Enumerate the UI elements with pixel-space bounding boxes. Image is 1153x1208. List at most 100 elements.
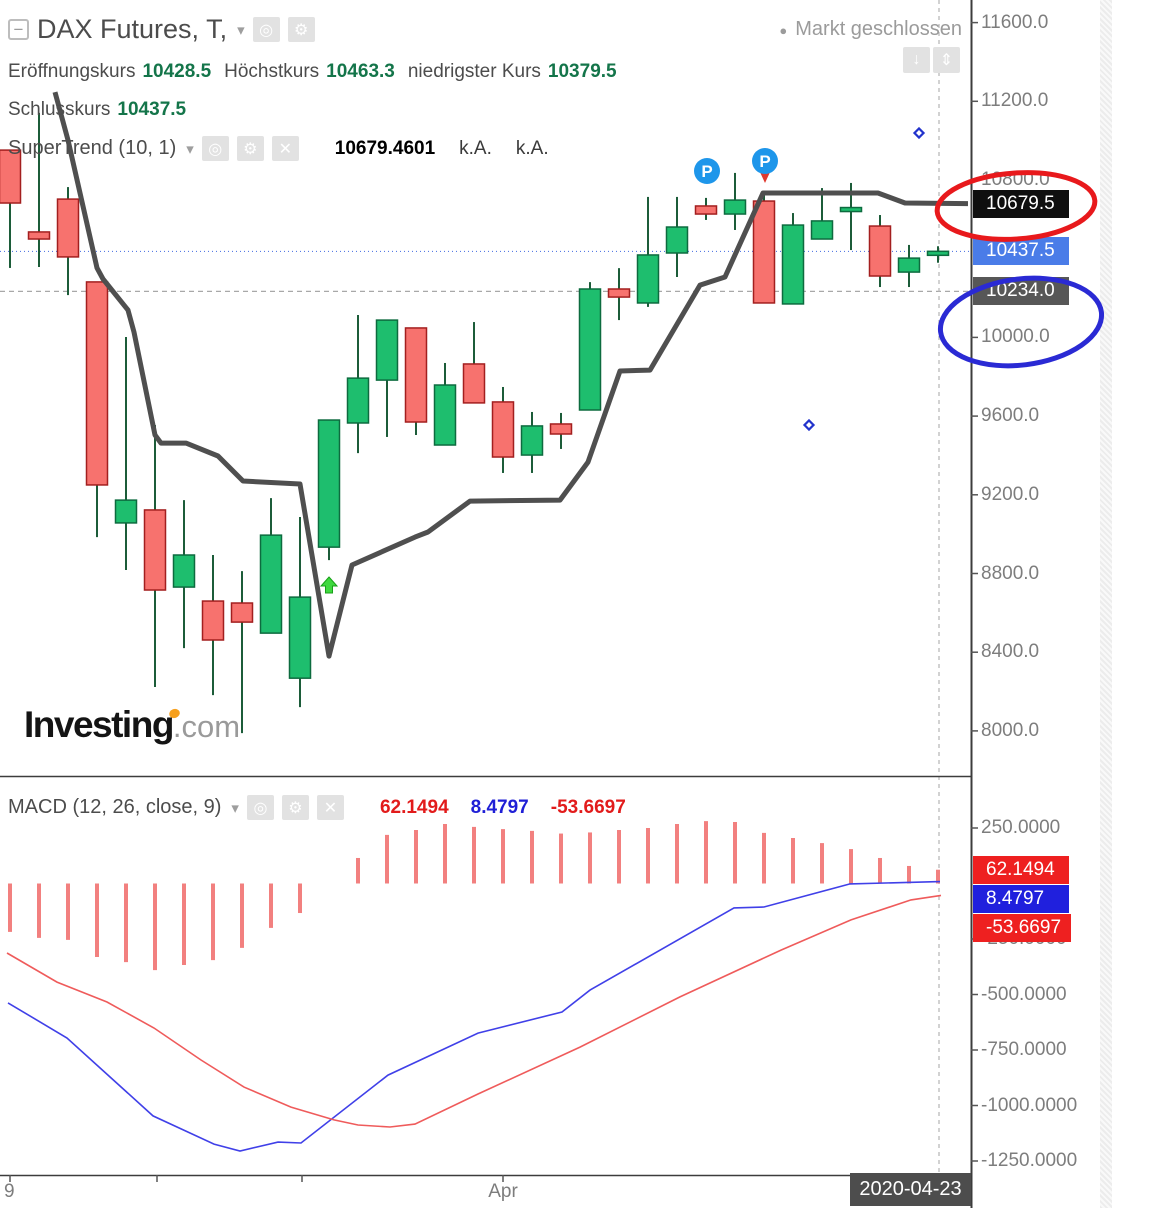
axis-tick-label: 11600.0 [981,11,1049,33]
macd-hist-value: 62.1494 [379,796,449,818]
current-date-tag: 2020-04-23 [850,1173,971,1206]
status-dot-icon: ● [779,23,788,38]
target-icon[interactable]: ◎ [201,136,229,161]
p-flag-marker: P [694,158,720,184]
high-label: Höchstkurs [224,61,320,82]
chevron-down-icon[interactable]: ▾ [231,799,239,817]
close-label: Schlusskurs [8,99,111,120]
candle [549,423,573,435]
axis-tick-label: -1250.0000 [981,1150,1078,1171]
svg-text:P: P [759,152,770,171]
candle [636,254,660,304]
candle [201,600,225,641]
candle [346,377,370,424]
axis-tick-label: 8800.0 [981,562,1040,584]
target-icon[interactable]: ◎ [246,795,274,820]
chevron-down-icon[interactable]: ▾ [186,140,194,158]
scale-buttons: ↓ ⇕ [903,47,960,73]
macd-signal-value: -53.6697 [550,796,626,818]
macd-line-value: 8.4797 [470,796,529,818]
candle [404,327,428,423]
arrow-down-icon[interactable]: ↓ [903,47,930,73]
candle [288,596,312,679]
ohlc-row: Eröffnungskurs 10428.5 Höchstkurs 10463.… [8,61,617,83]
supertrend-label: SuperTrend (10, 1) [8,137,177,159]
candle [520,425,544,456]
candle [897,257,921,273]
candle [375,319,399,381]
close-value: 10437.5 [117,99,187,120]
gear-icon[interactable]: ⚙ [287,17,315,42]
macd-line [7,880,941,1152]
candle [56,198,80,258]
candle [491,401,515,458]
chevron-down-icon[interactable]: ▾ [237,21,245,39]
axis-tick-label: -750.0000 [981,1039,1067,1060]
p-flag-marker: P [752,148,778,183]
macd-series [6,821,942,1152]
axis-price-tag: 10679.5 [973,189,1069,218]
axis-price-tag: -53.6697 [973,913,1072,942]
candle [752,200,776,304]
high-value: 10463.3 [326,61,395,82]
candle [665,226,689,254]
diamond-marker [802,418,816,432]
axis-price-tag: 10234.0 [973,277,1069,306]
axis-price-tag: 8.4797 [973,884,1069,913]
axis-tick-label: 8400.0 [981,641,1040,663]
axis-price-tag: 10437.5 [973,237,1069,266]
axis-tick-label: 250.0000 [981,817,1061,838]
axis-tick-label: -500.0000 [981,983,1067,1005]
close-icon[interactable]: ✕ [271,136,299,161]
logo-text: Investing [24,704,174,745]
target-icon[interactable]: ◎ [252,17,280,42]
axis-tick-label: 10000.0 [981,326,1050,348]
logo-suffix: .com [172,709,241,744]
candle [810,220,834,240]
page-title: DAX Futures, T, [37,14,228,44]
supertrend-na1: k.A. [459,137,492,159]
axis-tick-label: -1000.0000 [981,1094,1078,1116]
candlestick-series [0,112,950,734]
axis-scrollbar[interactable] [1100,0,1112,1208]
gear-icon[interactable]: ⚙ [281,795,309,820]
axis-tick-label: 11200.0 [981,90,1049,112]
supertrend-row: SuperTrend (10, 1) ▾ ◎ ⚙ ✕ 10679.4601 k.… [8,136,549,161]
candle [462,363,486,404]
open-label: Eröffnungskurs [8,61,136,82]
candle [868,225,892,277]
gear-icon[interactable]: ⚙ [236,136,264,161]
x-tick-label: 9 [4,1181,15,1202]
supertrend-value: 10679.4601 [334,137,436,159]
candle [172,554,196,588]
diamond-marker [912,126,926,140]
macd-signal-line [6,894,942,1128]
candle [85,281,109,486]
candle [723,199,747,215]
axis-tick-label: 9600.0 [981,405,1040,427]
macd-row: MACD (12, 26, close, 9) ▾ ◎ ⚙ ✕ 62.1494 … [8,795,626,820]
candle [694,205,718,215]
axis-tick-label: 10800.0 [981,169,1050,190]
collapse-button[interactable]: − [8,19,29,40]
macd-label: MACD (12, 26, close, 9) [8,796,222,818]
close-icon[interactable]: ✕ [316,795,344,820]
arrows-updown-icon[interactable]: ⇕ [933,47,960,73]
svg-text:P: P [701,162,712,181]
candle [607,288,631,298]
x-tick-label-month: Apr [488,1181,518,1202]
candle [27,231,51,240]
candle [781,224,805,305]
candle [114,499,138,524]
open-value: 10428.5 [142,61,212,82]
buy-arrow-marker [319,576,339,594]
axis-tick-label: 8000.0 [981,719,1040,741]
title-row: − DAX Futures, T, ▾ ◎ ⚙ [8,14,315,45]
low-value: 10379.5 [547,61,617,82]
candle [143,509,167,591]
low-label: niedrigster Kurs [407,61,541,82]
axis-tick-label: 9200.0 [981,483,1040,505]
market-status: ● Markt geschlossen [779,18,962,40]
